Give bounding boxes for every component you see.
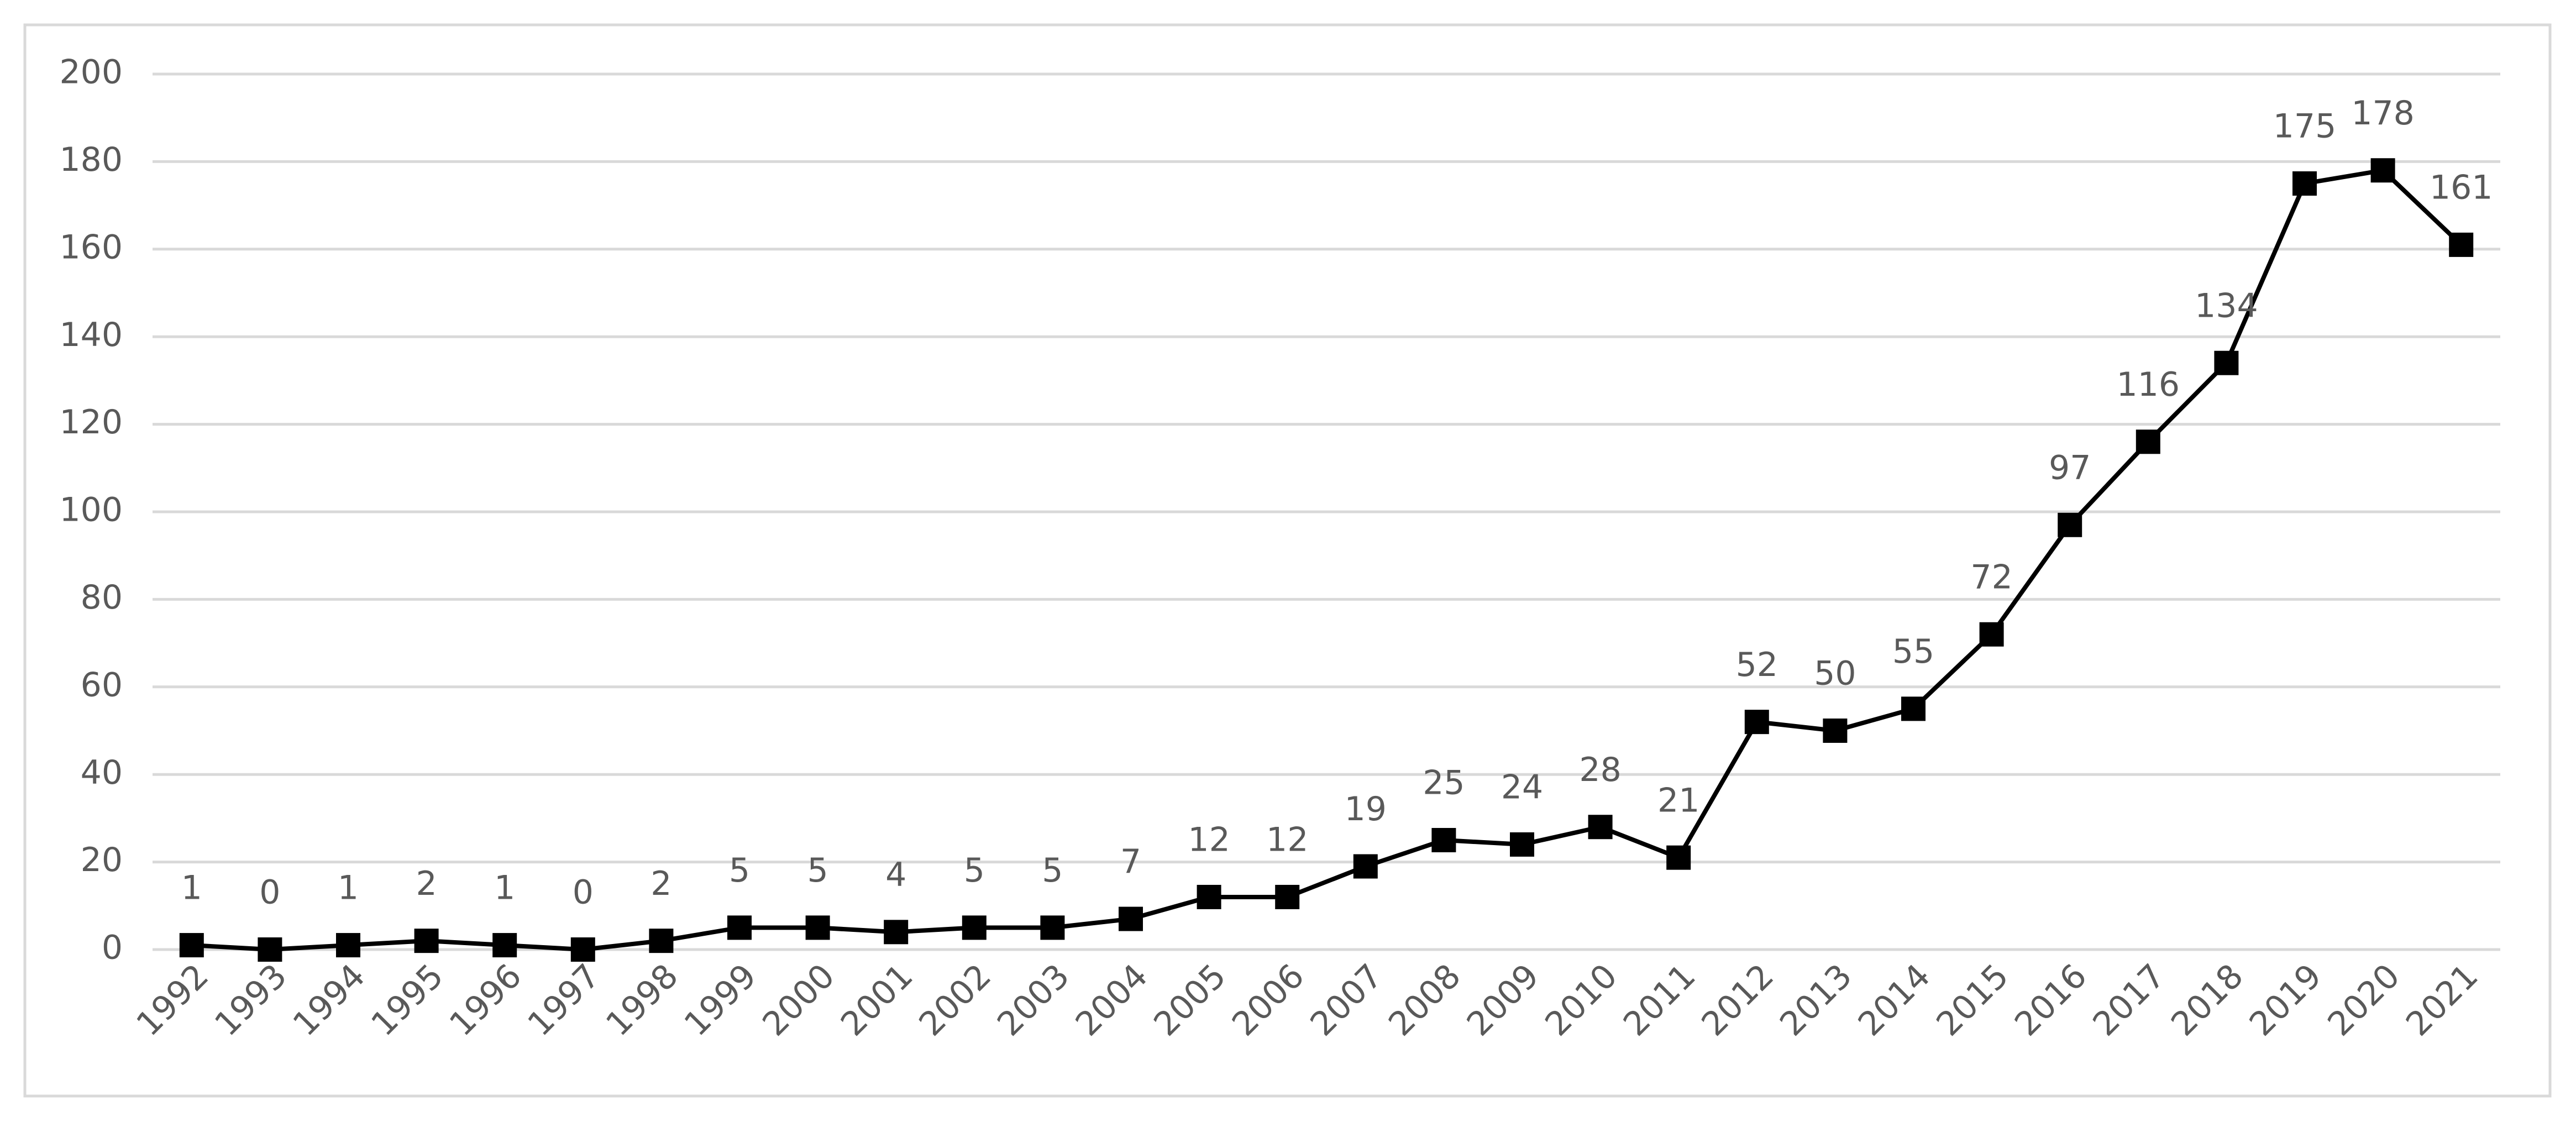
data-label: 52: [1736, 646, 1778, 684]
data-label: 2: [650, 864, 671, 903]
data-label: 5: [964, 851, 985, 890]
chart-border: [23, 23, 2552, 1098]
marker: [649, 929, 674, 953]
data-label: 161: [2430, 168, 2493, 207]
data-label: 1: [494, 869, 515, 908]
marker: [962, 915, 987, 940]
data-label: 72: [1970, 558, 2012, 596]
data-label: 0: [573, 873, 594, 912]
data-label: 12: [1188, 821, 1230, 859]
data-label: 178: [2351, 94, 2415, 133]
marker: [414, 929, 439, 953]
y-tick-label: 60: [81, 665, 123, 704]
marker: [884, 920, 909, 945]
marker: [1275, 884, 1300, 909]
y-tick-label: 100: [59, 491, 123, 529]
data-label: 97: [2049, 448, 2091, 487]
data-label: 19: [1345, 790, 1387, 829]
data-label: 4: [885, 856, 906, 894]
marker: [2136, 429, 2160, 454]
marker: [1901, 696, 1926, 721]
data-label: 1: [338, 869, 359, 908]
marker: [1353, 854, 1378, 879]
marker: [1197, 884, 1221, 909]
data-label: 28: [1579, 751, 1621, 789]
data-label: 0: [259, 873, 280, 912]
data-label: 134: [2195, 286, 2258, 325]
marker: [1588, 815, 1613, 840]
marker: [336, 933, 360, 958]
data-label: 7: [1120, 842, 1141, 881]
data-label: 25: [1423, 764, 1465, 803]
marker: [1431, 828, 1456, 852]
y-tick-label: 160: [59, 228, 123, 266]
y-tick-label: 80: [81, 578, 123, 617]
data-label: 116: [2117, 365, 2180, 404]
marker: [2058, 512, 2082, 537]
marker: [2449, 232, 2474, 257]
data-line: [191, 168, 2463, 952]
y-tick-label: 120: [59, 403, 123, 442]
data-label: 175: [2273, 107, 2337, 146]
marker: [727, 915, 752, 940]
marker: [2214, 350, 2239, 375]
marker: [179, 933, 204, 958]
data-label: 2: [416, 864, 437, 903]
marker: [805, 915, 830, 940]
y-tick-label: 200: [59, 53, 123, 92]
marker: [492, 933, 517, 958]
marker: [1119, 906, 1143, 931]
marker: [570, 937, 595, 962]
data-label: 55: [1892, 632, 1934, 671]
marker: [1040, 915, 1065, 940]
y-tick-label: 20: [81, 841, 123, 879]
data-label: 21: [1657, 781, 1699, 820]
y-tick-label: 180: [59, 140, 123, 179]
data-label: 5: [729, 851, 750, 890]
marker: [1666, 845, 1691, 870]
data-label: 12: [1266, 821, 1308, 859]
data-label: 5: [1042, 851, 1063, 890]
data-label: 24: [1501, 768, 1543, 807]
marker: [1823, 719, 1848, 743]
data-label: 1: [181, 869, 202, 908]
y-tick-label: 40: [81, 753, 123, 792]
marker: [1744, 710, 1769, 735]
data-label: 5: [807, 851, 828, 890]
y-tick-label: 140: [59, 316, 123, 354]
marker: [1510, 832, 1534, 857]
data-label: 50: [1814, 654, 1856, 693]
marker: [1979, 622, 2004, 647]
marker: [2292, 171, 2317, 196]
marker: [258, 937, 282, 962]
marker: [2370, 158, 2395, 183]
y-tick-label: 0: [102, 929, 123, 967]
